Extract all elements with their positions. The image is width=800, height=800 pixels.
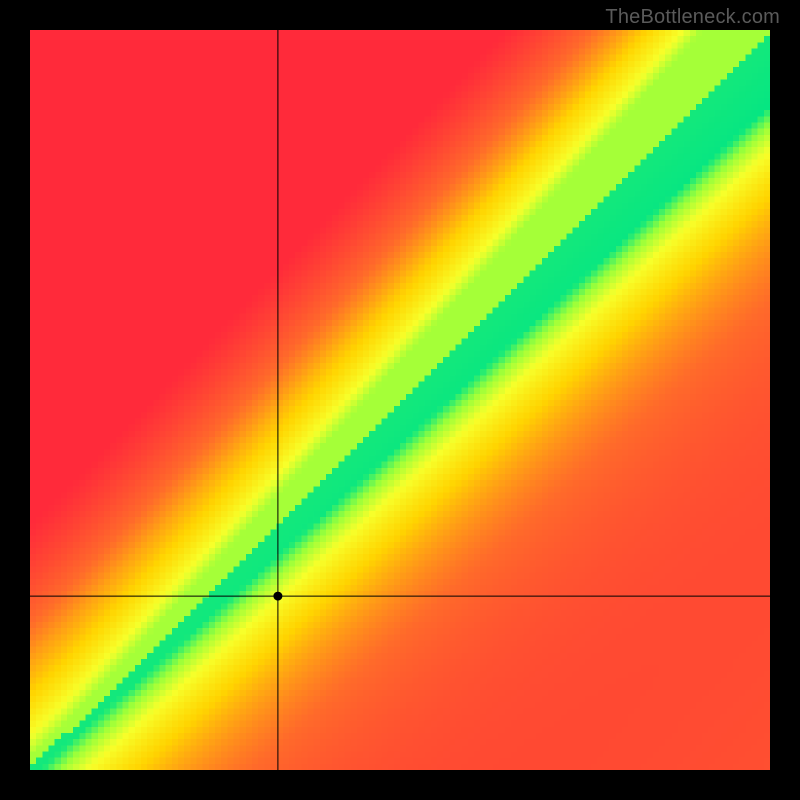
watermark-text: TheBottleneck.com bbox=[605, 6, 780, 29]
chart-container: TheBottleneck.com bbox=[0, 0, 800, 800]
bottleneck-heatmap bbox=[30, 30, 770, 770]
